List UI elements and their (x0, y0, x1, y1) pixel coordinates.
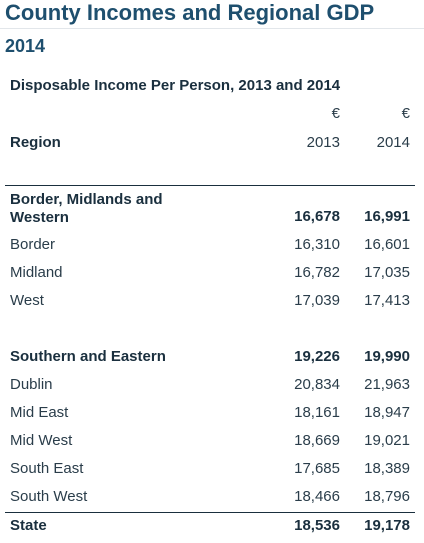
column-header-2013: 2013 (306, 134, 340, 151)
row-region: South West (10, 488, 88, 505)
row-region: Mid West (10, 432, 73, 449)
row-value-2013: 19,226 (294, 348, 340, 365)
row-value-2013: 18,161 (294, 404, 340, 421)
row-value-2013: 16,310 (294, 236, 340, 253)
row-region: South East (10, 460, 84, 477)
row-value-2014: 17,413 (364, 292, 410, 309)
row-value-2014: 17,035 (364, 264, 410, 281)
row-value-2013: 18,466 (294, 488, 340, 505)
table-row: Dublin 20,834 21,963 (0, 376, 424, 398)
row-value-2014: 16,601 (364, 236, 410, 253)
unit-label-2013: € (331, 105, 340, 122)
row-region: Midland (10, 264, 63, 281)
table-row: South West 18,466 18,796 (0, 488, 424, 510)
table-row: Mid East 18,161 18,947 (0, 404, 424, 426)
row-value-2013: 18,669 (294, 432, 340, 449)
row-region: Dublin (10, 376, 53, 393)
row-value-2013: 16,782 (294, 264, 340, 281)
row-value-2013: 17,685 (294, 460, 340, 477)
row-value-2014: 16,991 (364, 208, 410, 225)
table-row-total: State 18,536 19,178 (0, 517, 424, 539)
row-value-2013: 18,536 (294, 517, 340, 534)
row-value-2014: 18,796 (364, 488, 410, 505)
row-value-2014: 19,021 (364, 432, 410, 449)
row-value-2013: 20,834 (294, 376, 340, 393)
row-value-2013: 17,039 (294, 292, 340, 309)
row-value-2014: 19,178 (364, 517, 410, 534)
table-row-group: Southern and Eastern 19,226 19,990 (0, 348, 424, 370)
row-region: Border, Midlands and Western (10, 191, 163, 226)
table-row: Midland 16,782 17,035 (0, 264, 424, 286)
row-region: West (10, 292, 44, 309)
table-row: South East 17,685 18,389 (0, 460, 424, 482)
table-row: Border 16,310 16,601 (0, 236, 424, 258)
row-value-2014: 19,990 (364, 348, 410, 365)
row-region: Southern and Eastern (10, 348, 166, 365)
page-subtitle: 2014 (5, 36, 46, 56)
total-divider (5, 512, 415, 513)
table-caption: Disposable Income Per Person, 2013 and 2… (10, 77, 341, 94)
row-value-2014: 21,963 (364, 376, 410, 393)
page-title: County Incomes and Regional GDP (5, 0, 375, 25)
unit-label-2014: € (401, 105, 410, 122)
title-divider (0, 28, 424, 29)
row-value-2013: 16,678 (294, 208, 340, 225)
column-header-region: Region (10, 134, 61, 151)
header-divider (5, 185, 415, 186)
table-row: West 17,039 17,413 (0, 292, 424, 314)
column-header-2014: 2014 (376, 134, 410, 151)
row-value-2014: 18,389 (364, 460, 410, 477)
table-row-group: Border, Midlands and Western 16,678 16,9… (0, 191, 424, 226)
row-value-2014: 18,947 (364, 404, 410, 421)
table-row: Mid West 18,669 19,021 (0, 432, 424, 454)
row-region: Mid East (10, 404, 69, 421)
row-region: Border (10, 236, 56, 253)
row-region: State (10, 517, 47, 534)
